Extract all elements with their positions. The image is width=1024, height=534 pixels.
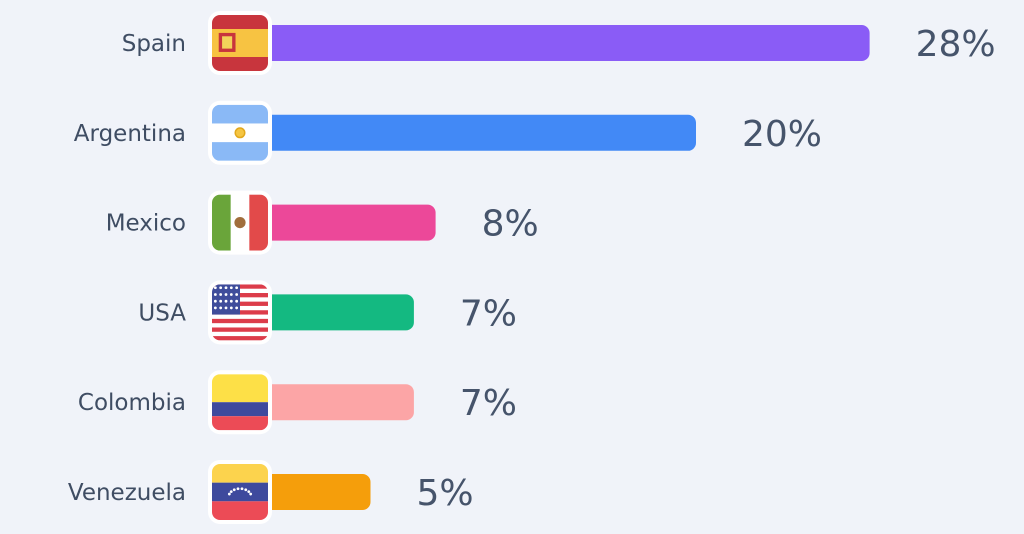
value-label: 7% bbox=[460, 383, 517, 424]
flag-usa-icon bbox=[208, 280, 272, 345]
flag-colombia-icon bbox=[208, 370, 272, 435]
value-label: 8% bbox=[482, 204, 539, 245]
category-label: Colombia bbox=[78, 390, 186, 416]
value-label: 28% bbox=[916, 24, 996, 65]
flag-mexico-icon bbox=[208, 190, 272, 255]
bar-usa bbox=[262, 294, 414, 331]
bar-venezuela bbox=[262, 474, 371, 510]
value-label: 7% bbox=[460, 293, 517, 334]
value-label: 5% bbox=[417, 473, 474, 514]
category-label: Mexico bbox=[106, 211, 186, 237]
category-label: Argentina bbox=[74, 121, 186, 147]
category-label: Spain bbox=[122, 31, 186, 57]
flag-spain-icon bbox=[208, 11, 272, 75]
flag-argentina-icon bbox=[208, 100, 272, 165]
flag-venezuela-icon bbox=[208, 460, 272, 524]
value-label: 20% bbox=[742, 114, 822, 155]
bar-spain bbox=[262, 25, 870, 61]
bar-colombia bbox=[262, 384, 414, 421]
bar-mexico bbox=[262, 204, 436, 241]
bar-argentina bbox=[262, 114, 696, 151]
category-label: USA bbox=[138, 300, 186, 326]
category-label: Venezuela bbox=[68, 480, 186, 506]
